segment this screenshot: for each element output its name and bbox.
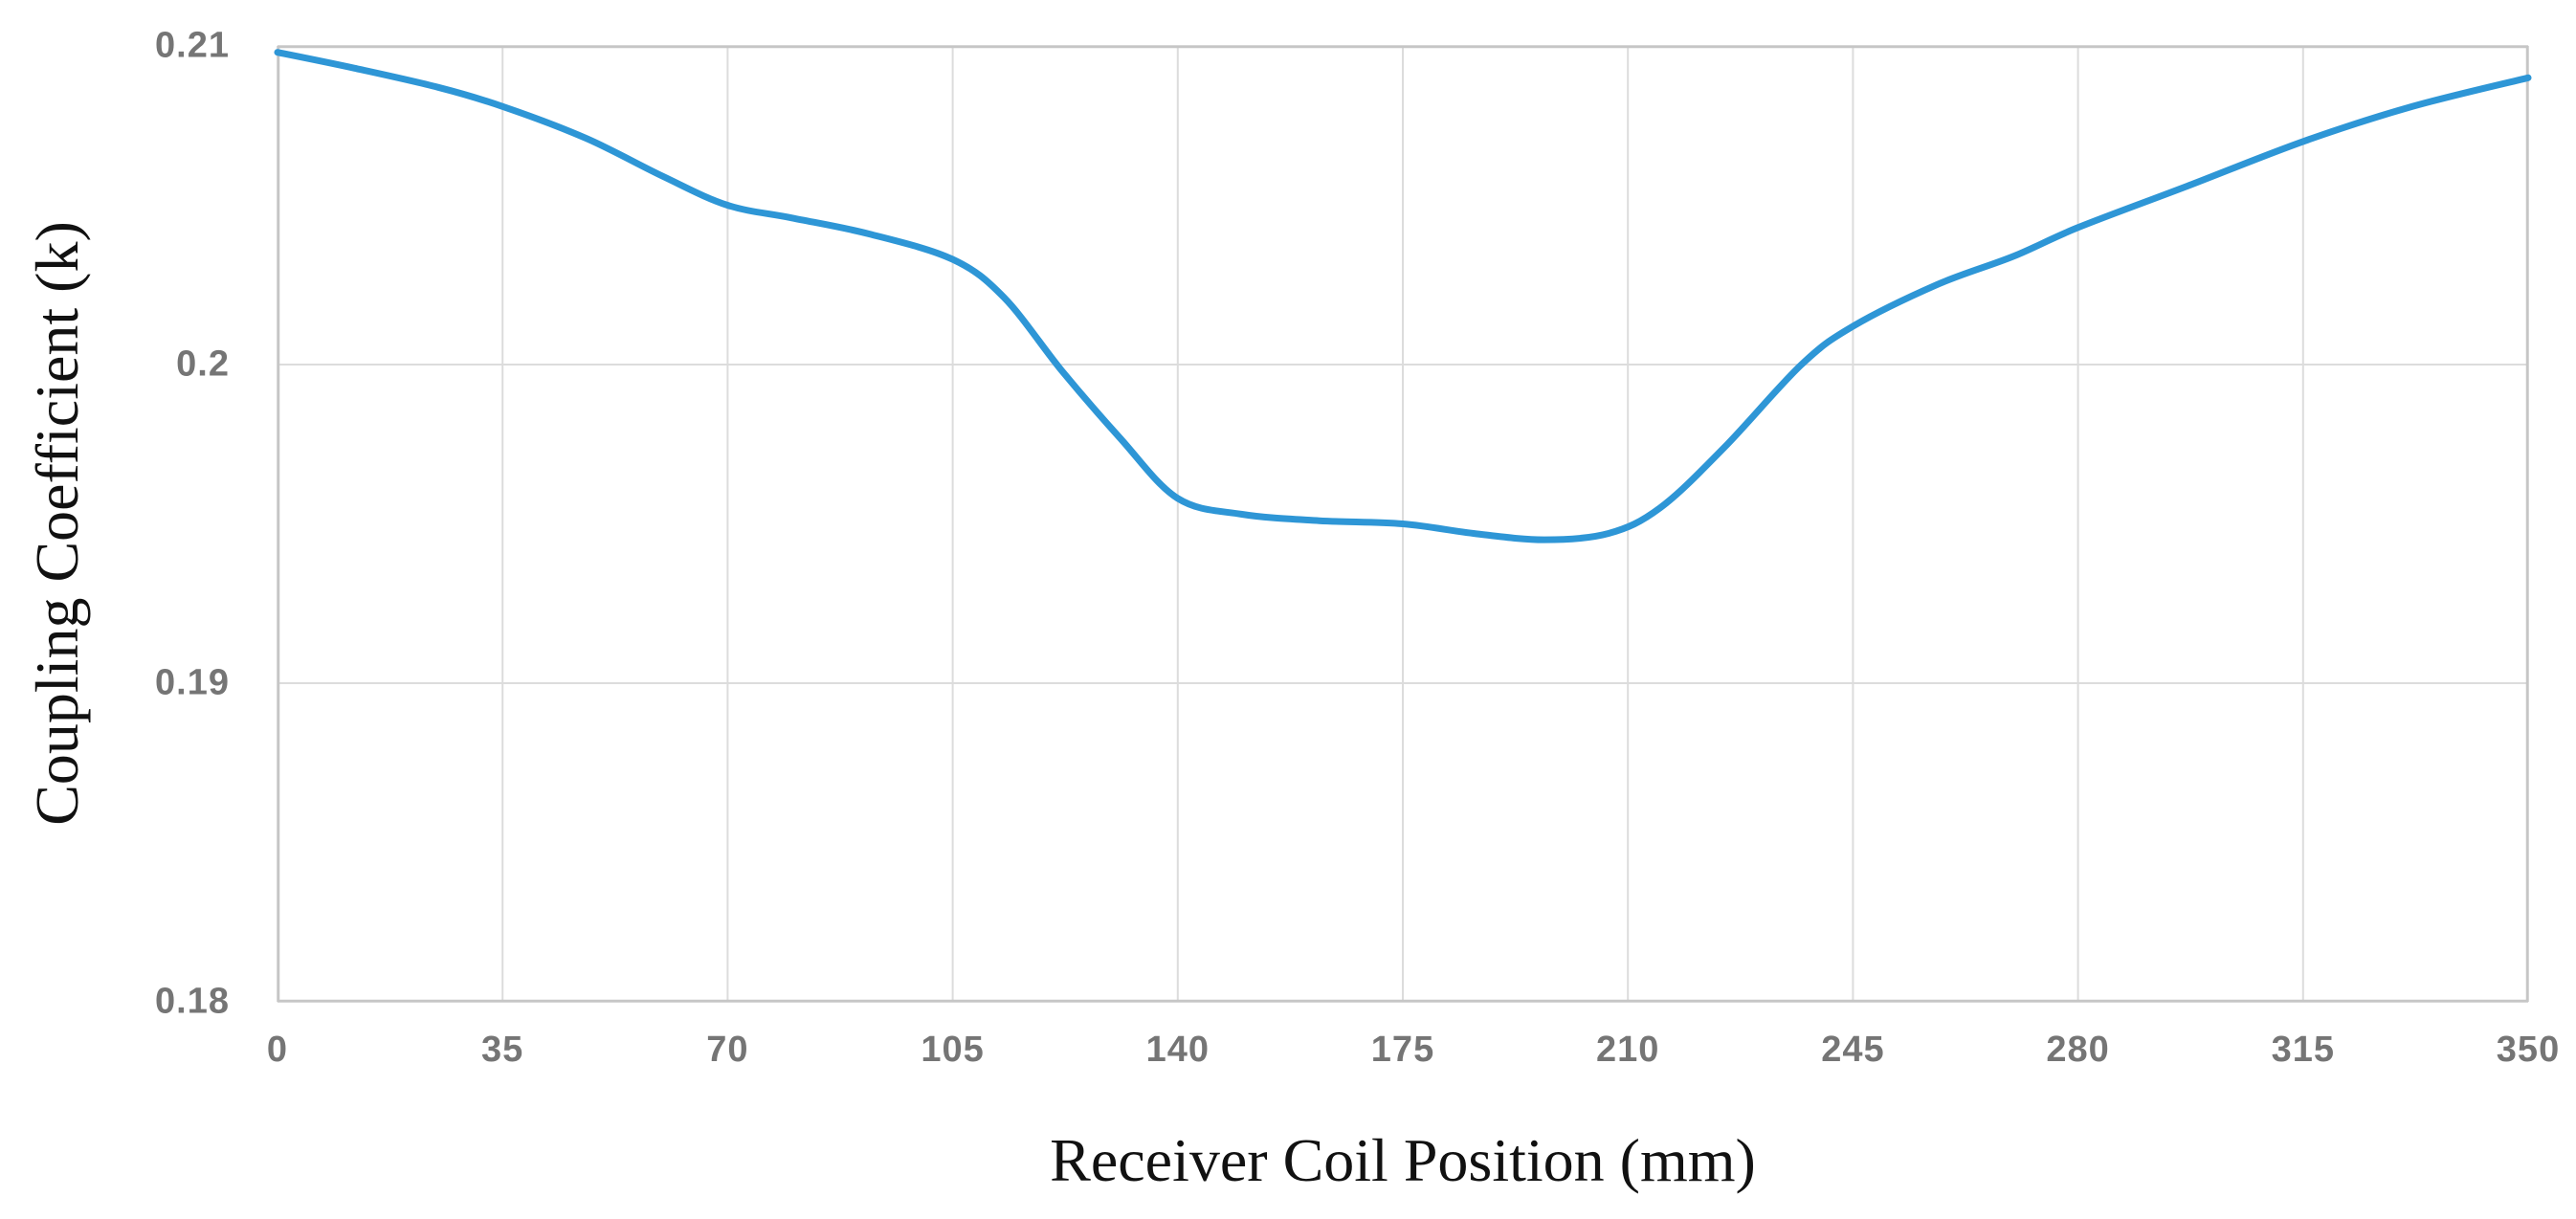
x-axis-tick-labels: 0 35 70 105 140 175 210 245 280 315 350 <box>267 1030 2559 1075</box>
x-axis-tick-label: 140 <box>1145 1030 1210 1070</box>
x-axis-tick-label: 350 <box>2496 1030 2561 1070</box>
plot-area <box>274 45 2532 1003</box>
y-axis-tick-label: 0.21 <box>155 25 230 66</box>
x-axis-title: Receiver Coil Position (mm) <box>1050 1126 1756 1194</box>
series-line-coupling-coefficient <box>274 49 2532 543</box>
y-axis-tick-label: 0.19 <box>155 662 230 703</box>
x-axis-tick-label: 245 <box>1821 1030 1885 1070</box>
y-axis-title: Coupling Coefficient (k) <box>23 221 91 826</box>
x-axis-tick-label: 210 <box>1595 1030 1660 1070</box>
x-axis-tick-label: 35 <box>481 1030 524 1070</box>
plot-border <box>277 45 2529 1003</box>
y-axis-tick-label: 0.2 <box>176 344 230 385</box>
x-axis-tick-label: 315 <box>2271 1030 2335 1070</box>
x-axis-tick-label: 0 <box>266 1030 289 1070</box>
y-axis-tick-label: 0.18 <box>155 981 230 1022</box>
x-axis-tick-label: 70 <box>706 1030 749 1070</box>
x-axis-tick-label: 175 <box>1370 1030 1435 1070</box>
x-axis-tick-label: 105 <box>921 1030 985 1070</box>
x-axis-tick-label: 280 <box>2046 1030 2110 1070</box>
plot-svg <box>274 45 2532 1003</box>
y-axis-tick-labels: 0.18 0.19 0.2 0.21 <box>0 26 278 1022</box>
